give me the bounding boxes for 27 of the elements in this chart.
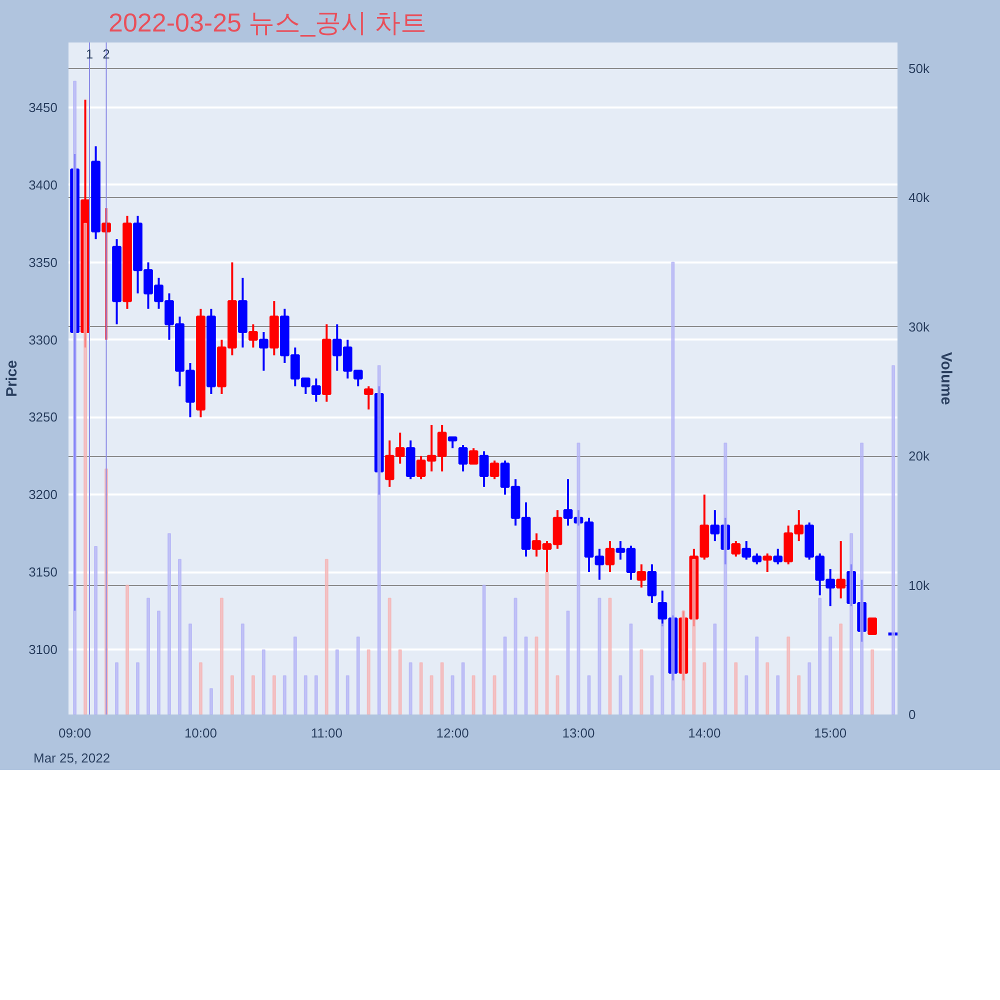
ref-line-label: 1 — [86, 46, 94, 62]
ref-line-label: 2 — [102, 46, 110, 62]
y-tick-label: 3200 — [28, 487, 58, 502]
y-tick-label: 3450 — [28, 100, 58, 116]
y-axis-title: Price — [4, 360, 21, 397]
y-tick-label: 3100 — [28, 642, 58, 657]
y2-tick-label: 40k — [908, 190, 930, 206]
y2-tick-label: 20k — [908, 448, 930, 464]
y2-tick-label: 10k — [908, 578, 930, 593]
x-tick-label: 10:00 — [184, 726, 217, 740]
y-tick-label: 3300 — [28, 332, 58, 348]
y-tick-label: 3150 — [28, 564, 58, 580]
x-tick-label: 11:00 — [310, 726, 342, 740]
y-tick-label: 3400 — [28, 177, 58, 192]
x-tick-label: 09:00 — [58, 726, 92, 740]
x-tick-label: 12:00 — [436, 726, 469, 740]
y2-axis-title: Volume — [937, 352, 954, 406]
y-tick-label: 3250 — [28, 410, 58, 425]
y2-tick-label: 30k — [908, 319, 930, 334]
y2-tick-label: 0 — [908, 707, 916, 722]
chart-title: 2022-03-25 뉴스_공시 차트 — [108, 8, 426, 38]
y-tick-label: 3350 — [28, 254, 58, 270]
x-tick-label: 14:00 — [688, 726, 721, 740]
x-tick-label: 15:00 — [814, 726, 847, 740]
text: Mar 25, 2022 — [34, 750, 110, 766]
y2-tick-label: 50k — [908, 60, 930, 76]
x-tick-label: 13:00 — [562, 726, 595, 740]
